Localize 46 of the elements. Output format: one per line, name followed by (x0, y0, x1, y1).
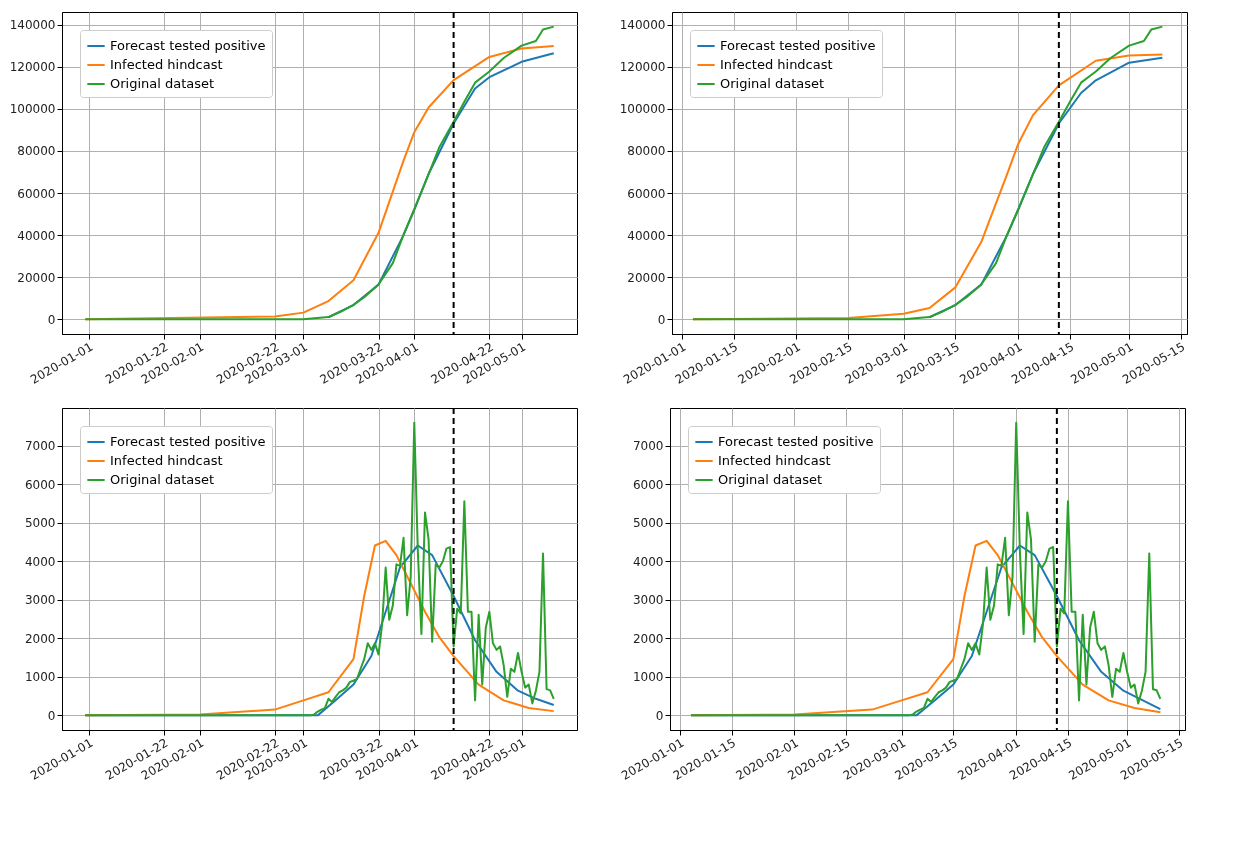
y-tick-label: 20000 (627, 270, 666, 285)
y-tick-label: 40000 (17, 228, 56, 243)
y-tick-label: 2000 (24, 631, 56, 646)
legend-label: Forecast tested positive (110, 434, 266, 449)
y-tick-label: 140000 (9, 18, 56, 33)
y-tick-label: 7000 (24, 439, 56, 454)
legend-label: Infected hindcast (110, 57, 223, 72)
y-tick-label: 0 (47, 708, 56, 723)
line-series (689, 421, 1162, 717)
y-tick-label: 140000 (619, 18, 666, 33)
y-tick-label: 0 (657, 312, 666, 327)
legend-label: Original dataset (718, 472, 823, 487)
y-tick-label: 100000 (619, 102, 666, 117)
legend-label: Forecast tested positive (718, 434, 874, 449)
y-tick-label: 60000 (17, 186, 56, 201)
y-tick-label: 120000 (9, 60, 56, 75)
legend-label: Forecast tested positive (720, 38, 876, 53)
y-tick-label: 6000 (24, 477, 56, 492)
y-tick-label: 20000 (17, 270, 56, 285)
y-tick-label: 100000 (9, 102, 56, 117)
y-tick-label: 4000 (24, 554, 56, 569)
legend-label: Original dataset (720, 76, 825, 91)
y-tick-label: 6000 (632, 477, 664, 492)
legend-label: Infected hindcast (110, 453, 223, 468)
y-tick-label: 2000 (632, 631, 664, 646)
y-tick-label: 7000 (632, 439, 664, 454)
y-tick-label: 80000 (627, 144, 666, 159)
y-tick-label: 5000 (632, 516, 664, 531)
line-series (84, 421, 555, 717)
y-tick-label: 4000 (632, 554, 664, 569)
legend-label: Forecast tested positive (110, 38, 266, 53)
y-tick-label: 3000 (24, 593, 56, 608)
y-tick-label: 3000 (632, 593, 664, 608)
y-tick-label: 40000 (627, 228, 666, 243)
legend-label: Infected hindcast (720, 57, 833, 72)
y-tick-label: 1000 (24, 670, 56, 685)
legend-label: Original dataset (110, 76, 215, 91)
y-tick-label: 80000 (17, 144, 56, 159)
legend-label: Infected hindcast (718, 453, 831, 468)
y-tick-label: 5000 (24, 516, 56, 531)
y-tick-label: 0 (47, 312, 56, 327)
y-tick-label: 1000 (632, 670, 664, 685)
y-tick-label: 60000 (627, 186, 666, 201)
y-tick-label: 120000 (619, 60, 666, 75)
y-tick-label: 0 (655, 708, 664, 723)
legend-label: Original dataset (110, 472, 215, 487)
